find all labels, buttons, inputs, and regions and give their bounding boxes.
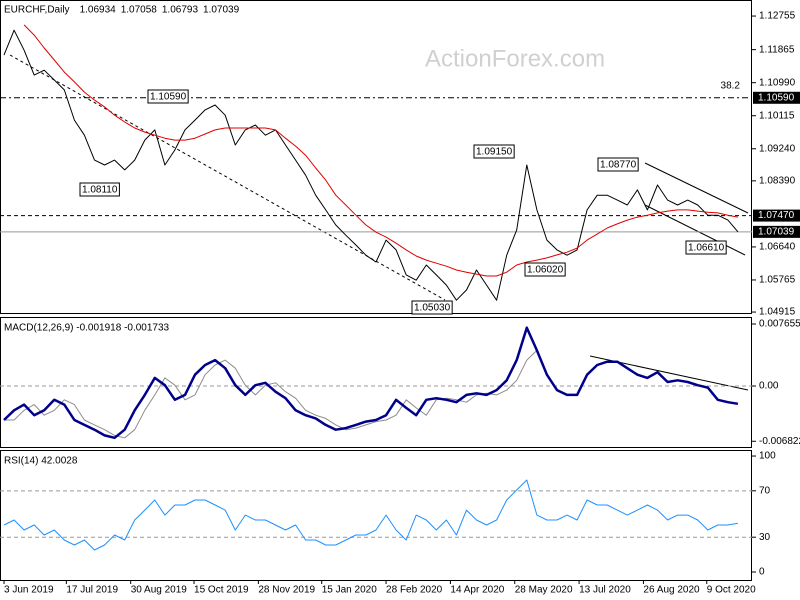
header-value: 1.07039: [203, 5, 240, 16]
price-annotation-box: [411, 300, 453, 315]
header-value: 1.07058: [121, 5, 158, 16]
y-tick-label: -0.006822: [759, 436, 800, 447]
y-tick-label: 70: [759, 485, 771, 496]
trend-line: [9, 54, 446, 301]
x-tick-label: 15 Jan 2020: [322, 585, 377, 596]
chart-title: EURCHF,Daily: [4, 5, 70, 16]
x-tick-label: 28 Nov 2019: [258, 585, 315, 596]
series-line: [23, 24, 738, 277]
x-tick-label: 30 Aug 2019: [131, 585, 188, 596]
x-tick-label: 13 Jul 2020: [579, 585, 631, 596]
price-annotation-box: [79, 182, 120, 197]
y-tick-label: 1.06640: [759, 242, 796, 253]
y-tick-label: 1.04915: [759, 307, 796, 318]
panel-title: RSI(14) 42.0028: [4, 456, 78, 467]
rsi-frame: [0, 450, 752, 581]
price-annotation: 1.09150: [476, 147, 513, 158]
series-line: [3, 479, 738, 551]
x-tick-label: 9 Oct 2020: [707, 585, 756, 596]
y-tick-label: 1.05765: [759, 275, 796, 286]
price-annotation-box: [685, 240, 727, 255]
channel-line: [644, 204, 746, 256]
price-annotation-box: [473, 144, 515, 159]
level-label-box: [753, 209, 800, 222]
y-tick-label: 1.11865: [759, 44, 795, 55]
series-line: [4, 349, 738, 439]
series-line: [3, 326, 739, 440]
y-tick-label: 100: [759, 451, 776, 462]
price-annotation: 1.06610: [688, 243, 725, 254]
x-tick-label: 17 Jul 2019: [66, 585, 118, 596]
level-label: 1.07039: [758, 227, 795, 238]
y-tick-label: 1.12755: [759, 11, 796, 22]
level-label: 1.07470: [758, 210, 795, 221]
header-value: 1.06793: [162, 5, 199, 16]
price-annotation: 1.08110: [82, 185, 118, 196]
price-annotation-box: [524, 262, 566, 277]
price-frame: [0, 0, 752, 314]
x-tick-label: 26 Aug 2020: [643, 585, 700, 596]
y-tick-label: 0.007655: [759, 319, 800, 330]
macd-frame: [0, 317, 752, 448]
level-label-box: [753, 225, 800, 238]
level-label-box: [753, 91, 800, 104]
y-tick-label: 0.00: [759, 381, 779, 392]
panel-title: MACD(12,26,9) -0.001918 -0.001733: [4, 323, 170, 334]
price-annotation-box: [597, 157, 639, 172]
price-annotation: 1.06020: [527, 265, 564, 276]
x-tick-label: 28 Feb 2020: [386, 585, 443, 596]
price-annotation: 1.10590: [150, 92, 187, 103]
level-label: 1.10590: [758, 92, 795, 103]
x-tick-label: 3 Jun 2019: [4, 585, 54, 596]
x-tick-label: 15 Oct 2019: [194, 585, 249, 596]
series-line: [3, 29, 739, 301]
watermark: ActionForex.com: [425, 45, 605, 72]
y-tick-label: 1.08390: [759, 175, 796, 186]
x-tick-label: 28 May 2020: [515, 585, 573, 596]
fib-label: 38.2: [721, 81, 741, 92]
y-tick-label: 30: [759, 532, 771, 543]
y-tick-label: 1.10115: [759, 110, 795, 121]
y-tick-label: 1.10990: [759, 77, 796, 88]
price-annotation: 1.05030: [414, 303, 451, 314]
price-annotation: 1.08770: [600, 160, 637, 171]
y-tick-label: 1.09240: [759, 143, 796, 154]
price-annotation-box: [147, 89, 189, 104]
channel-line: [644, 162, 749, 214]
x-tick-label: 14 Apr 2020: [450, 585, 504, 596]
y-tick-label: 0: [759, 567, 765, 578]
header-value: 1.06934: [80, 5, 117, 16]
